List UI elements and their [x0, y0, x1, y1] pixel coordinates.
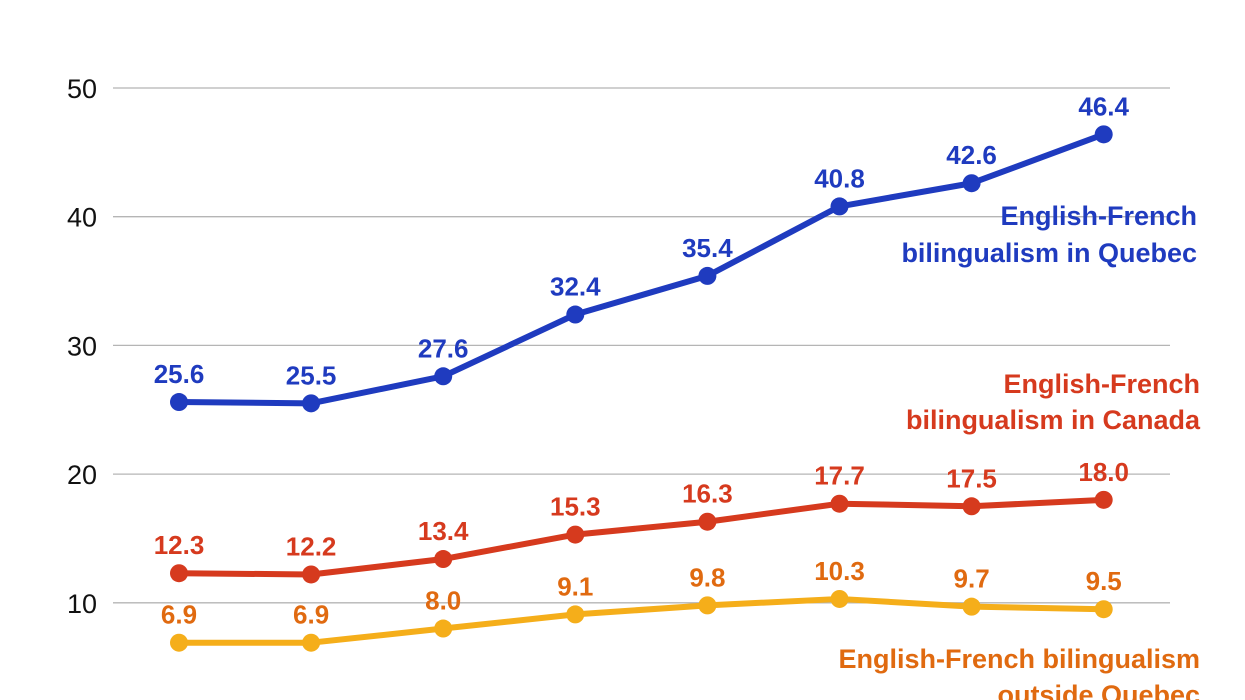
y-tick-label: 10	[67, 589, 97, 619]
data-point	[698, 596, 717, 615]
y-tick-label: 20	[67, 460, 97, 490]
series-label: outside Quebec	[997, 680, 1200, 700]
data-label: 9.8	[689, 562, 725, 592]
series-2: 6.9 6.9 8.0 9.1 9.8 10.3 9.7 9.5 English-French …	[161, 556, 1200, 700]
data-point	[1094, 490, 1113, 509]
series-line	[178, 496, 1104, 578]
data-label: 40.8	[814, 163, 865, 193]
data-label: 10.3	[814, 556, 865, 586]
data-point	[830, 589, 849, 608]
data-label: 35.4	[682, 233, 733, 263]
data-label: 32.4	[550, 272, 601, 302]
data-label: 12.2	[286, 531, 337, 561]
data-point	[302, 394, 321, 413]
data-label: 46.4	[1078, 91, 1129, 121]
data-point	[566, 605, 585, 624]
data-point	[170, 633, 188, 652]
series-line	[179, 595, 1104, 646]
data-point	[830, 197, 849, 216]
data-point	[434, 550, 453, 569]
data-point	[1094, 125, 1113, 144]
data-point	[830, 494, 849, 513]
data-label: 8.0	[425, 586, 461, 616]
data-label: 17.7	[814, 461, 865, 491]
data-point	[170, 393, 188, 412]
data-label: 16.3	[682, 479, 733, 509]
data-point	[302, 565, 321, 584]
y-tick-label: 50	[67, 74, 97, 104]
data-point	[962, 597, 981, 616]
data-label: 12.3	[154, 530, 205, 560]
series-label: bilingualism in Quebec	[901, 238, 1197, 268]
data-point	[698, 512, 717, 531]
data-label: 9.5	[1086, 566, 1122, 596]
data-point	[566, 525, 585, 544]
series-label: English-French bilingualism	[838, 644, 1200, 674]
series-1: 12.3 12.2 13.4 15.3 16.3 17.7 17.5 18.0 English-…	[154, 369, 1201, 584]
data-point	[1094, 600, 1113, 619]
series-label: English-French	[1000, 201, 1197, 231]
series-label: English-French	[1003, 369, 1200, 399]
series-label: bilingualism in Canada	[906, 405, 1201, 435]
data-label: 27.6	[418, 333, 469, 363]
data-label: 18.0	[1078, 457, 1129, 487]
data-point	[302, 633, 321, 652]
y-tick-label: 40	[67, 203, 97, 233]
y-tick-label: 30	[67, 331, 97, 361]
data-point	[962, 174, 981, 193]
data-point	[434, 367, 453, 386]
data-point	[698, 266, 717, 285]
data-point	[566, 305, 585, 324]
data-label: 9.1	[557, 571, 593, 601]
data-point	[962, 497, 981, 516]
series-0: 25.6 25.5 27.6 32.4 35.4 40.8 42.6 46.4 English-…	[154, 91, 1197, 413]
data-label: 42.6	[946, 140, 997, 170]
data-label: 9.7	[954, 564, 990, 594]
data-label: 6.9	[161, 600, 197, 630]
data-label: 6.9	[293, 600, 329, 630]
data-label: 17.5	[946, 463, 997, 493]
data-label: 25.5	[286, 360, 337, 390]
series-line	[178, 131, 1105, 407]
data-point	[170, 564, 188, 583]
data-point	[434, 619, 453, 638]
data-label: 15.3	[550, 492, 601, 522]
data-label: 25.6	[154, 359, 205, 389]
data-label: 13.4	[418, 516, 469, 546]
